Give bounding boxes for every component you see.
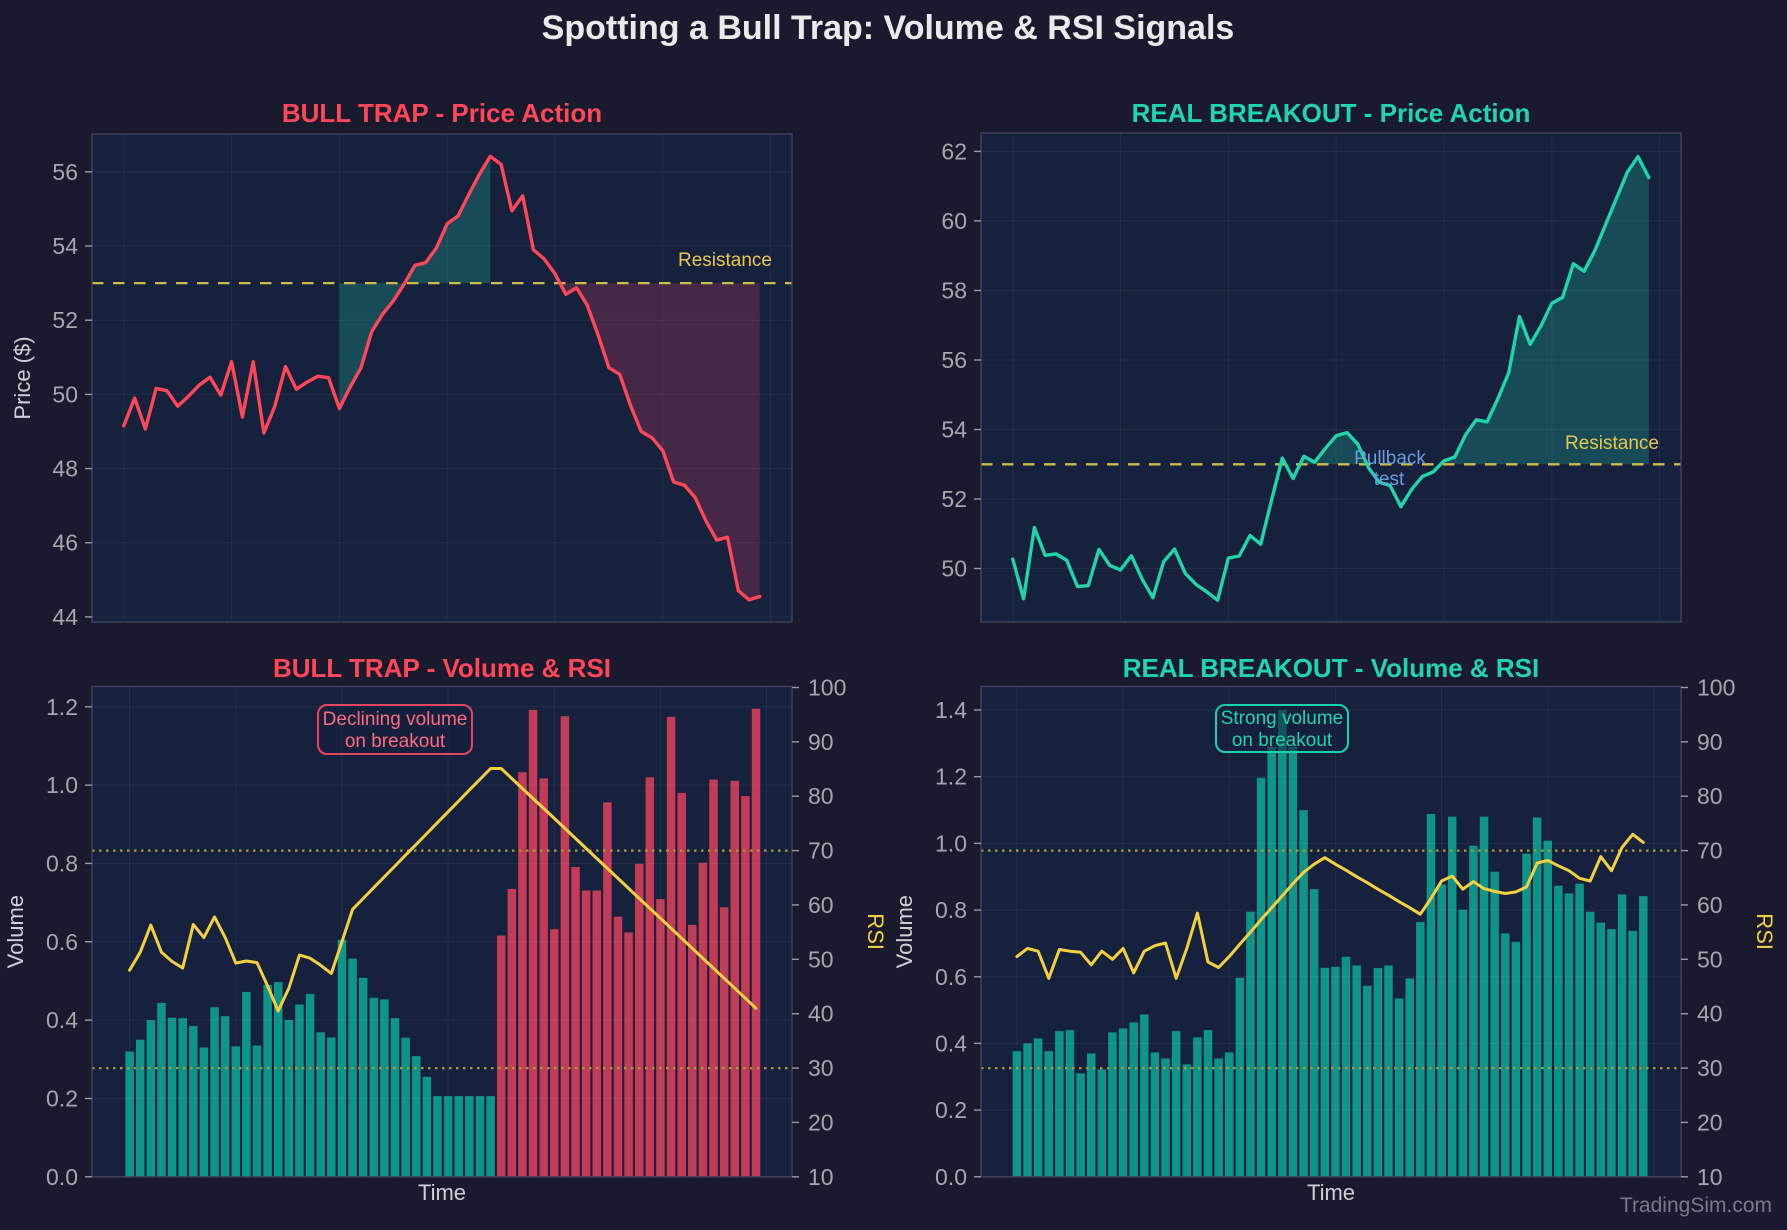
svg-text:46: 46 <box>52 530 78 556</box>
svg-text:54: 54 <box>52 233 78 259</box>
svg-text:80: 80 <box>1697 783 1723 809</box>
svg-text:1.2: 1.2 <box>935 764 967 790</box>
svg-text:0.2: 0.2 <box>46 1086 78 1112</box>
svg-text:70: 70 <box>808 838 834 864</box>
svg-text:60: 60 <box>808 892 834 918</box>
svg-text:Time: Time <box>1307 1180 1355 1205</box>
svg-text:44: 44 <box>52 604 78 630</box>
svg-text:Resistance: Resistance <box>678 250 772 271</box>
svg-text:RSI: RSI <box>863 913 888 950</box>
svg-text:TradingSim.com: TradingSim.com <box>1620 1194 1772 1217</box>
svg-text:90: 90 <box>1697 729 1723 755</box>
svg-text:100: 100 <box>1697 675 1735 701</box>
svg-text:0.8: 0.8 <box>935 897 967 923</box>
svg-text:Declining volume: Declining volume <box>323 709 468 730</box>
svg-text:0.4: 0.4 <box>46 1007 78 1033</box>
svg-text:50: 50 <box>808 946 834 972</box>
svg-text:0.0: 0.0 <box>935 1164 967 1190</box>
svg-text:62: 62 <box>941 138 967 164</box>
svg-text:10: 10 <box>1697 1164 1723 1190</box>
svg-text:0.8: 0.8 <box>46 850 78 876</box>
svg-text:56: 56 <box>941 347 967 373</box>
svg-text:0.6: 0.6 <box>46 929 78 955</box>
svg-text:1.0: 1.0 <box>46 772 78 798</box>
svg-text:Pullback: Pullback <box>1354 448 1426 469</box>
svg-text:Time: Time <box>418 1180 466 1205</box>
svg-text:48: 48 <box>52 456 78 482</box>
svg-text:Volume: Volume <box>3 895 28 968</box>
svg-text:30: 30 <box>808 1055 834 1081</box>
svg-text:50: 50 <box>52 381 78 407</box>
svg-text:test: test <box>1374 469 1405 490</box>
svg-text:Spotting a Bull Trap: Volume &: Spotting a Bull Trap: Volume & RSI Signa… <box>542 9 1235 47</box>
svg-text:BULL TRAP - Volume & RSI: BULL TRAP - Volume & RSI <box>273 653 611 683</box>
svg-text:on breakout: on breakout <box>345 731 446 752</box>
svg-text:Strong volume: Strong volume <box>1221 708 1344 729</box>
svg-text:50: 50 <box>941 556 967 582</box>
svg-text:0.2: 0.2 <box>935 1097 967 1123</box>
svg-text:56: 56 <box>52 159 78 185</box>
svg-text:Volume: Volume <box>892 895 917 968</box>
svg-text:on breakout: on breakout <box>1232 730 1333 751</box>
svg-text:58: 58 <box>941 278 967 304</box>
svg-text:40: 40 <box>808 1001 834 1027</box>
svg-text:40: 40 <box>1697 1001 1723 1027</box>
svg-text:90: 90 <box>808 729 834 755</box>
svg-text:1.4: 1.4 <box>935 697 967 723</box>
svg-text:Price ($): Price ($) <box>10 336 35 419</box>
svg-text:RSI: RSI <box>1752 913 1777 950</box>
svg-text:0.6: 0.6 <box>935 964 967 990</box>
svg-text:0.4: 0.4 <box>935 1030 967 1056</box>
svg-text:52: 52 <box>941 486 967 512</box>
svg-text:BULL TRAP - Price Action: BULL TRAP - Price Action <box>282 98 602 128</box>
svg-text:30: 30 <box>1697 1055 1723 1081</box>
svg-text:Resistance: Resistance <box>1565 433 1659 454</box>
svg-text:10: 10 <box>808 1164 834 1190</box>
svg-text:100: 100 <box>808 675 846 701</box>
svg-text:70: 70 <box>1697 838 1723 864</box>
svg-text:80: 80 <box>808 783 834 809</box>
svg-text:20: 20 <box>808 1109 834 1135</box>
svg-text:52: 52 <box>52 307 78 333</box>
svg-text:60: 60 <box>941 208 967 234</box>
svg-text:54: 54 <box>941 417 967 443</box>
svg-text:20: 20 <box>1697 1109 1723 1135</box>
svg-text:0.0: 0.0 <box>46 1164 78 1190</box>
svg-text:1.0: 1.0 <box>935 830 967 856</box>
svg-text:60: 60 <box>1697 892 1723 918</box>
svg-text:REAL BREAKOUT - Volume & RSI: REAL BREAKOUT - Volume & RSI <box>1123 653 1540 683</box>
svg-text:REAL BREAKOUT - Price Action: REAL BREAKOUT - Price Action <box>1132 98 1531 128</box>
svg-text:50: 50 <box>1697 946 1723 972</box>
svg-text:1.2: 1.2 <box>46 694 78 720</box>
